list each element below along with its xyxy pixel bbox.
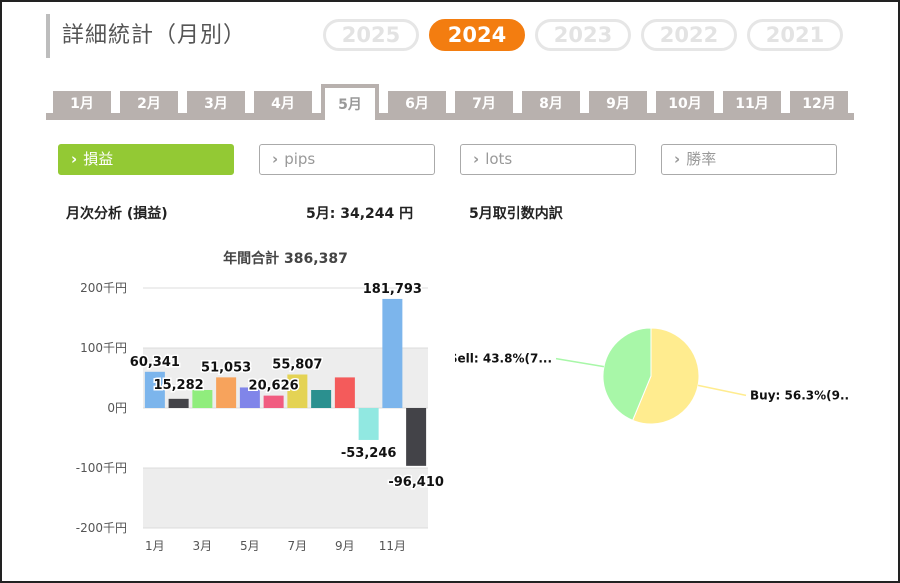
- bar-5[interactable]: [239, 387, 260, 408]
- pie-label-sell: Sell: 43.8%(7...: [455, 352, 552, 366]
- month-tabs: 1月 2月 3月 4月 5月 6月 7月 8月 9月 10月 11月 12月: [46, 84, 854, 120]
- x-tick-label: 9月: [335, 539, 355, 553]
- month-tab-rail: [46, 113, 854, 120]
- filter-label: 損益: [83, 150, 114, 168]
- monthly-pl-bar-chart: 200千円 100千円 0円 -100千円 -200千円 年間合計 386,387 60,3…: [76, 250, 446, 553]
- data-label: 15,282: [154, 378, 204, 393]
- data-label: 20,626: [249, 379, 299, 394]
- y-tick-label: -200千円: [76, 521, 127, 535]
- breakdown-heading: 5月取引数内訳: [469, 206, 563, 222]
- y-tick-label: 0円: [107, 401, 127, 415]
- x-tick-label: 11月: [379, 539, 406, 553]
- bar-10[interactable]: [358, 408, 379, 440]
- chevron-right-icon: ›: [272, 150, 279, 168]
- chevron-right-icon: ›: [473, 150, 480, 168]
- bar-9[interactable]: [334, 377, 355, 408]
- chevron-right-icon: ›: [674, 150, 681, 168]
- data-label: -53,246: [341, 446, 397, 461]
- month-tab-1[interactable]: 1月: [53, 91, 111, 118]
- x-tick-label: 5月: [240, 539, 260, 553]
- trade-breakdown-pie-chart: Buy: 56.3%(9.. Sell: 43.8%(7...: [455, 327, 849, 425]
- x-tick-label: 7月: [288, 539, 308, 553]
- filter-label: pips: [284, 150, 316, 168]
- year-button-2024[interactable]: 2024: [429, 19, 525, 51]
- year-button-2023[interactable]: 2023: [535, 19, 631, 51]
- bar-4[interactable]: [216, 377, 237, 408]
- year-selector: 2025 2024 2023 2022 2021: [323, 19, 843, 51]
- filter-label: lots: [485, 150, 513, 168]
- bar-2[interactable]: [168, 398, 189, 408]
- bar-1[interactable]: [144, 371, 165, 408]
- page-title: 詳細統計（月別）: [46, 14, 246, 58]
- filter-winrate-button[interactable]: › 勝率: [661, 144, 837, 175]
- data-label: 51,053: [201, 360, 251, 375]
- month-tab-4[interactable]: 4月: [254, 91, 312, 118]
- x-tick-label: 1月: [145, 539, 165, 553]
- bar-11[interactable]: [382, 298, 403, 408]
- month-tab-2[interactable]: 2月: [120, 91, 178, 118]
- pie-slice-sell[interactable]: [602, 327, 652, 422]
- month-tab-6[interactable]: 6月: [388, 91, 446, 118]
- data-label: 60,341: [130, 355, 180, 370]
- chart-title: 年間合計 386,387: [223, 250, 348, 267]
- month-tab-3[interactable]: 3月: [187, 91, 245, 118]
- year-button-2022[interactable]: 2022: [641, 19, 737, 51]
- bar-12[interactable]: [406, 408, 427, 466]
- data-label: 181,793: [363, 282, 422, 297]
- x-tick-label: 3月: [193, 539, 213, 553]
- month-tab-10[interactable]: 10月: [656, 91, 714, 118]
- y-tick-label: 200千円: [80, 281, 127, 295]
- pie-connector: [697, 384, 747, 397]
- bar-6[interactable]: [263, 395, 284, 408]
- month-tab-7[interactable]: 7月: [455, 91, 513, 118]
- month-value: 5月: 34,244 円: [306, 206, 414, 222]
- y-tick-label: -100千円: [76, 461, 127, 475]
- filter-lots-button[interactable]: › lots: [460, 144, 636, 175]
- y-tick-label: 100千円: [80, 341, 127, 355]
- plot-band: [143, 348, 428, 408]
- monthly-analysis-heading: 月次分析 (損益): [66, 206, 168, 222]
- month-tab-11[interactable]: 11月: [723, 91, 781, 118]
- bar-3[interactable]: [192, 390, 213, 408]
- filter-pl-button[interactable]: › 損益: [58, 144, 234, 175]
- month-tab-9[interactable]: 9月: [589, 91, 647, 118]
- data-label: -96,410: [388, 475, 444, 490]
- year-button-2021[interactable]: 2021: [747, 19, 843, 51]
- month-tab-8[interactable]: 8月: [522, 91, 580, 118]
- data-label: 55,807: [272, 358, 322, 373]
- filter-pips-button[interactable]: › pips: [259, 144, 435, 175]
- bar-7[interactable]: [287, 374, 308, 408]
- year-button-2025[interactable]: 2025: [323, 19, 419, 51]
- filter-label: 勝率: [686, 150, 717, 168]
- month-tab-5[interactable]: 5月: [321, 84, 379, 120]
- month-tab-12[interactable]: 12月: [790, 91, 848, 118]
- pie-connector: [555, 357, 605, 368]
- bar-8[interactable]: [311, 390, 332, 408]
- pie-label-buy: Buy: 56.3%(9..: [750, 388, 849, 402]
- chevron-right-icon: ›: [71, 150, 78, 168]
- plot-band: [143, 468, 428, 528]
